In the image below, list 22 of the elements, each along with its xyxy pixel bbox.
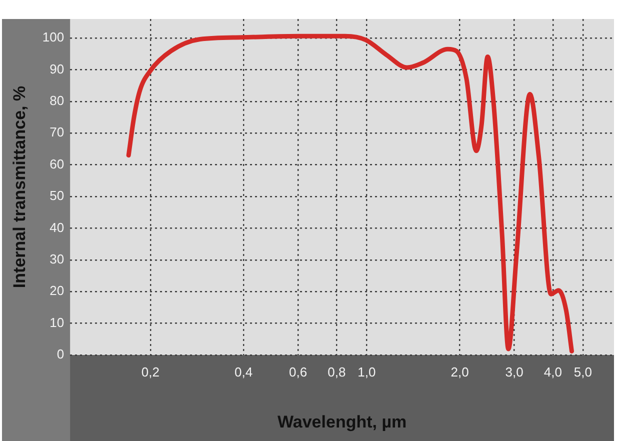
x-tick-label: 0,4 — [234, 364, 253, 380]
y-axis-title: Internal transmittance, % — [10, 86, 29, 288]
x-tick-label: 3,0 — [505, 364, 524, 380]
y-tick-label: 20 — [50, 283, 64, 298]
y-tick-label: 0 — [56, 346, 64, 362]
x-tick-label: 0,6 — [289, 364, 308, 380]
y-tick-label: 80 — [50, 92, 64, 108]
x-tick-label: 0,8 — [328, 364, 346, 380]
y-tick-label: 50 — [50, 188, 64, 204]
y-tick-label: 60 — [50, 156, 64, 172]
y-tick-label: 30 — [50, 251, 64, 266]
y-tick-label: 70 — [50, 124, 64, 140]
x-tick-label: 2,0 — [450, 364, 469, 380]
y-tick-label: 10 — [50, 314, 64, 330]
y-tick-label: 40 — [50, 220, 64, 235]
y-tick-label: 90 — [50, 61, 64, 76]
y-tick-label: 100 — [42, 30, 64, 45]
x-tick-label: 1,0 — [358, 364, 376, 380]
x-tick-label: 0,2 — [141, 364, 160, 380]
x-axis-title: Wavelenght, µm — [277, 412, 407, 432]
x-tick-label: 5,0 — [574, 364, 592, 380]
x-tick-label: 4,0 — [544, 364, 562, 380]
